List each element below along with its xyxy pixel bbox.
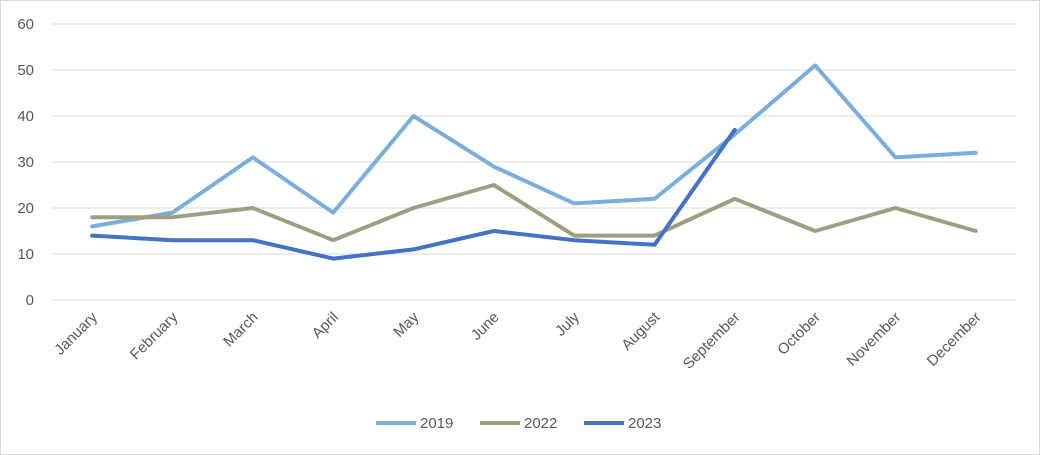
series-line-2022 [90,183,978,243]
y-tick-label: 60 [17,16,34,33]
y-tick-label: 50 [17,62,34,79]
x-tick-label: August [618,308,664,354]
legend: 2019 2022 2023 [376,415,661,432]
series-line-2023 [90,127,737,261]
x-axis-ticks: January February March April May June July Augu… [51,308,984,372]
x-tick-label: March [220,309,261,350]
x-tick-label: January [51,308,101,358]
x-tick-label: December [924,309,985,370]
series-lines [90,63,978,261]
x-tick-label: November [843,309,904,370]
legend-label-2023: 2023 [628,415,661,432]
gridlines [52,23,1016,301]
y-tick-label: 30 [17,154,34,171]
x-tick-label: September [680,309,744,373]
y-tick-label: 10 [17,246,34,263]
legend-label-2019: 2019 [420,415,453,432]
y-tick-label: 20 [17,200,34,217]
x-tick-label: April [309,309,342,342]
y-tick-label: 40 [17,108,34,125]
x-tick-label: February [127,308,182,363]
y-tick-label: 0 [26,292,34,309]
y-axis-ticks: 0 10 20 30 40 50 60 [17,16,34,309]
x-tick-label: May [390,308,422,340]
series-line-2019 [90,63,978,229]
x-tick-label: July [552,308,583,339]
x-tick-label: June [468,309,503,344]
x-tick-label: October [774,309,824,359]
legend-label-2022: 2022 [524,415,557,432]
